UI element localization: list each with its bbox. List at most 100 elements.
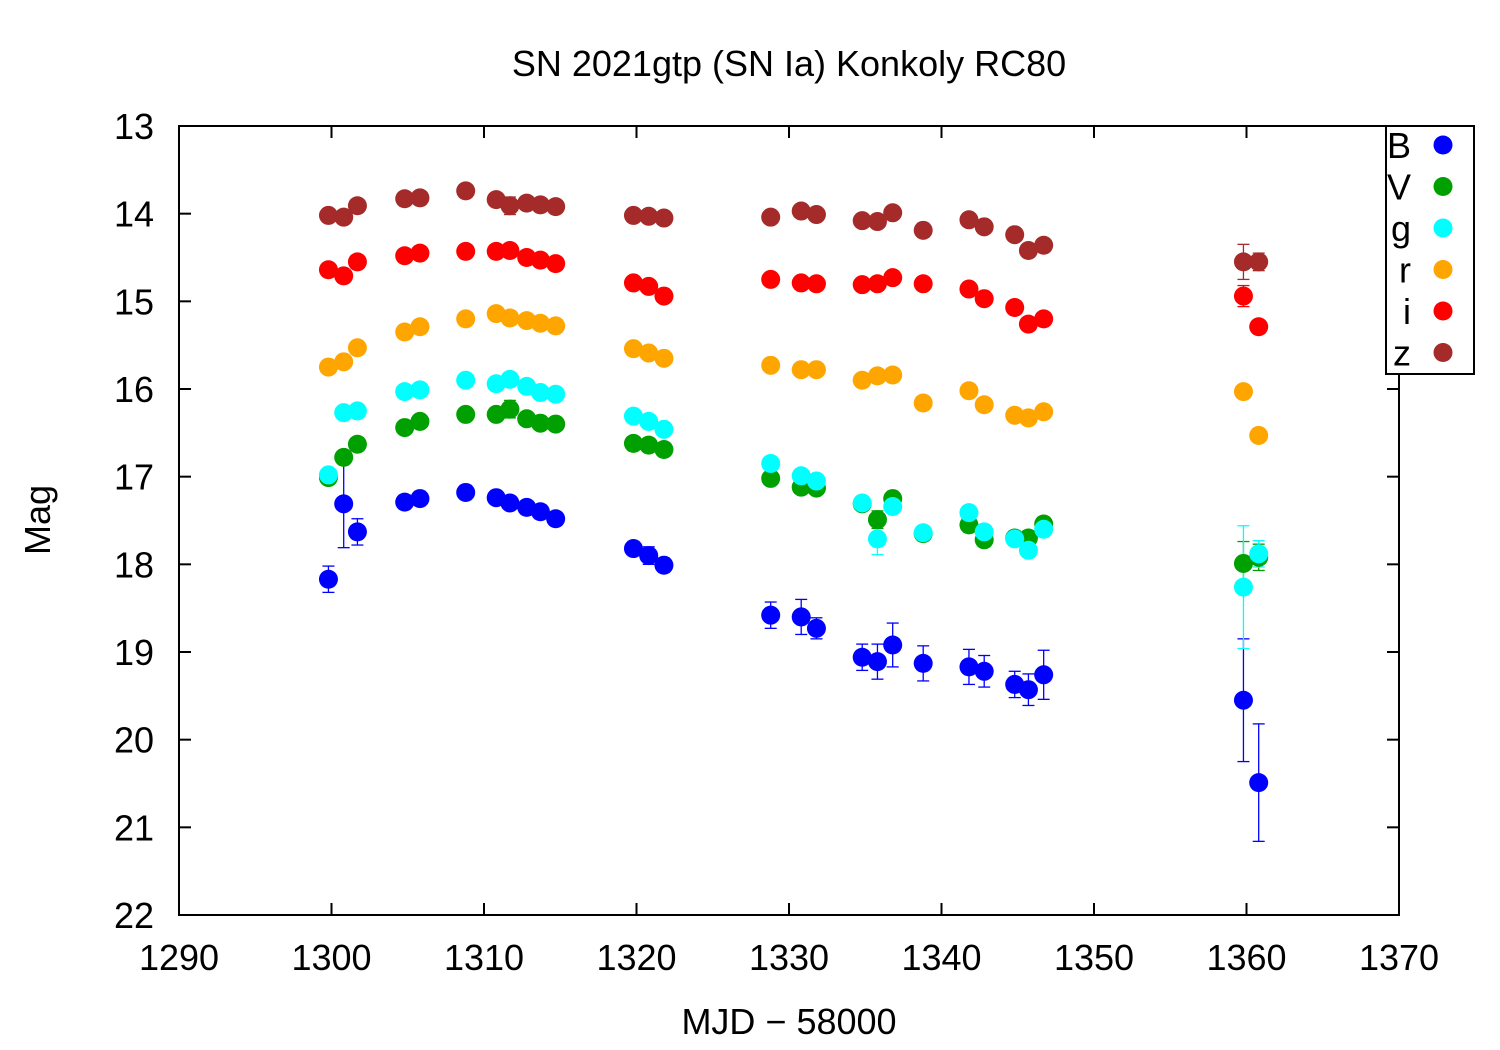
point-i xyxy=(546,254,566,274)
x-tick-label: 1310 xyxy=(444,937,524,978)
point-B xyxy=(1018,680,1038,700)
point-g xyxy=(395,382,415,402)
point-i xyxy=(500,240,520,260)
point-i xyxy=(1034,309,1054,329)
legend-marker-B xyxy=(1433,135,1453,155)
x-tick-label: 1370 xyxy=(1359,937,1439,978)
legend-label-i: i xyxy=(1403,291,1411,332)
point-r xyxy=(334,352,354,372)
legend-marker-r xyxy=(1433,260,1453,279)
point-V xyxy=(530,413,550,433)
legend-marker-z xyxy=(1433,343,1453,362)
point-z xyxy=(410,188,430,208)
point-B xyxy=(791,607,811,627)
y-tick-label: 18 xyxy=(114,544,154,585)
point-g xyxy=(1034,519,1054,539)
point-i xyxy=(974,289,994,309)
point-r xyxy=(530,313,550,333)
point-g xyxy=(1249,544,1269,564)
y-tick-label: 14 xyxy=(114,194,154,235)
x-axis-label: MJD − 58000 xyxy=(681,1001,896,1042)
point-g xyxy=(654,419,674,439)
point-r xyxy=(806,360,826,380)
legend-label-g: g xyxy=(1391,208,1411,249)
point-B xyxy=(546,509,566,529)
point-V xyxy=(347,434,367,454)
point-i xyxy=(486,241,506,261)
point-V xyxy=(546,414,566,434)
point-V xyxy=(867,510,887,530)
point-i xyxy=(867,274,887,294)
point-g xyxy=(530,383,550,403)
point-i xyxy=(791,273,811,293)
point-i xyxy=(852,275,872,295)
point-z xyxy=(974,217,994,237)
point-B xyxy=(852,647,872,667)
point-i xyxy=(1249,317,1269,337)
y-tick-label: 19 xyxy=(114,632,154,673)
point-i xyxy=(959,279,979,299)
point-i xyxy=(456,241,476,261)
point-r xyxy=(639,343,659,363)
x-tick-label: 1300 xyxy=(291,937,371,978)
y-tick-label: 17 xyxy=(114,457,154,498)
point-z xyxy=(395,189,415,209)
point-B xyxy=(913,653,933,673)
point-g xyxy=(318,465,338,485)
point-z xyxy=(791,201,811,221)
point-r xyxy=(456,309,476,329)
point-r xyxy=(1018,408,1038,428)
x-tick-label: 1290 xyxy=(139,937,219,978)
point-g xyxy=(347,401,367,421)
point-B xyxy=(318,569,338,589)
point-B xyxy=(395,492,415,512)
point-z xyxy=(500,196,520,216)
point-g xyxy=(623,406,643,426)
point-g xyxy=(959,503,979,523)
point-z xyxy=(1034,235,1054,255)
x-tick-label: 1340 xyxy=(901,937,981,978)
legend-label-B: B xyxy=(1387,125,1411,166)
point-i xyxy=(1018,314,1038,334)
x-tick-label: 1360 xyxy=(1206,937,1286,978)
point-r xyxy=(654,348,674,368)
point-g xyxy=(852,493,872,513)
point-B xyxy=(1034,665,1054,685)
point-z xyxy=(883,203,903,223)
point-B xyxy=(1233,690,1253,710)
point-V xyxy=(654,439,674,459)
point-z xyxy=(639,206,659,226)
point-i xyxy=(639,276,659,296)
point-z xyxy=(1233,252,1253,272)
legend-label-z: z xyxy=(1393,333,1411,374)
point-g xyxy=(867,529,887,549)
point-z xyxy=(1005,225,1025,245)
point-z xyxy=(334,207,354,227)
point-V xyxy=(334,447,354,467)
legend-label-V: V xyxy=(1387,167,1411,208)
point-g xyxy=(639,411,659,431)
point-B xyxy=(456,482,476,502)
point-i xyxy=(654,286,674,306)
point-r xyxy=(1233,382,1253,402)
point-g xyxy=(546,384,566,404)
x-tick-label: 1330 xyxy=(749,937,829,978)
point-V xyxy=(456,404,476,424)
point-B xyxy=(1249,773,1269,793)
point-z xyxy=(761,207,781,227)
point-z xyxy=(806,205,826,225)
point-V xyxy=(410,411,430,431)
point-g xyxy=(456,370,476,390)
point-r xyxy=(761,355,781,375)
point-B xyxy=(867,652,887,672)
point-i xyxy=(806,274,826,294)
point-z xyxy=(654,208,674,228)
point-g xyxy=(883,496,903,516)
point-z xyxy=(318,205,338,225)
point-V xyxy=(500,399,520,419)
legend-marker-V xyxy=(1433,177,1453,196)
point-B xyxy=(530,502,550,522)
point-i xyxy=(1005,297,1025,317)
